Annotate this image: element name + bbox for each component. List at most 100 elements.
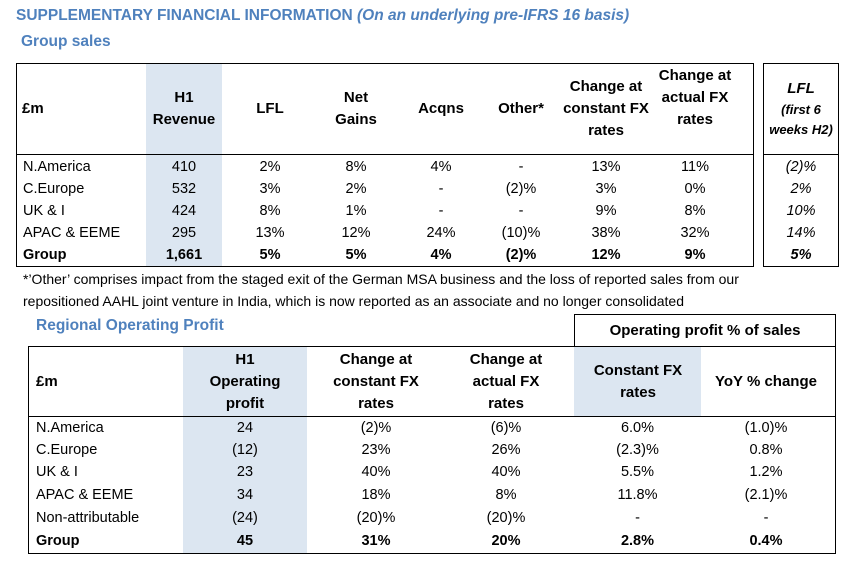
table-cell: 3%	[595, 181, 617, 197]
table-border	[28, 416, 836, 417]
table-cell: 6.0%	[620, 420, 655, 436]
table-cell: (20)%	[356, 510, 396, 526]
header-change-actual-fx: Change at actual FX rates	[469, 351, 543, 412]
table-cell: 24	[236, 420, 254, 436]
table-cell: (1.0)%	[744, 420, 788, 436]
table-cell: 0.4%	[749, 533, 783, 549]
table-cell: C.Europe	[36, 442, 98, 458]
table-cell: UK & I	[36, 464, 78, 480]
table-cell: 9%	[595, 203, 617, 219]
table-cell: 3%	[259, 181, 281, 197]
header-h1-operating-profit: H1 Operating profit	[209, 351, 281, 412]
table-cell: -	[438, 181, 444, 197]
header-lfl-side-sub: (first 6 weeks H2)	[769, 102, 833, 137]
header-change-actual-fx: Change at actual FX rates	[658, 67, 732, 128]
header-acqns: Acqns	[418, 100, 464, 117]
table-cell: (20)%	[486, 510, 526, 526]
table-cell: 23%	[361, 442, 391, 458]
table-cell: (2)%	[505, 247, 537, 263]
title-text: SUPPLEMENTARY FINANCIAL INFORMATION	[16, 7, 353, 24]
table-cell: 13%	[591, 159, 621, 175]
header-yoy-change: YoY % change	[715, 373, 817, 390]
table-cell: 8%	[684, 203, 706, 219]
table-cell: Group	[36, 533, 80, 549]
table-cell: -	[518, 159, 524, 175]
table-cell: 9%	[684, 247, 706, 263]
table-border	[763, 63, 764, 267]
table-cell: (6)%	[490, 420, 522, 436]
table-cell: 8%	[495, 487, 517, 503]
table-cell: (2.3)%	[616, 442, 659, 458]
operating-profit-group-header: Operating profit % of sales	[609, 322, 801, 339]
table-border	[835, 346, 836, 554]
table-border	[28, 346, 29, 554]
table-cell: 2%	[345, 181, 367, 197]
table-cell: 24%	[426, 225, 456, 241]
unit-header: £m	[22, 100, 44, 117]
table-cell: (12)	[232, 442, 258, 458]
table-cell: -	[518, 203, 524, 219]
table-cell: 1,661	[165, 247, 203, 263]
table-cell: N.America	[23, 159, 91, 175]
table-cell: 14%	[786, 225, 816, 241]
table-cell: 38%	[591, 225, 621, 241]
table-cell: (2)%	[360, 420, 392, 436]
table-cell: Group	[23, 247, 67, 263]
group-sales-heading: Group sales	[21, 33, 111, 50]
header-constant-fx-rates: Constant FX rates	[593, 362, 683, 401]
table-border	[16, 63, 754, 64]
table-cell: 5.5%	[620, 464, 655, 480]
page-title: SUPPLEMENTARY FINANCIAL INFORMATION (On …	[16, 7, 629, 25]
table-cell: (2)%	[505, 181, 537, 197]
table-border	[16, 154, 754, 155]
h1-operating-profit-column-bg	[183, 347, 307, 553]
table-border	[838, 63, 839, 267]
table-cell: 40%	[361, 464, 391, 480]
table-cell: 2%	[259, 159, 281, 175]
header-net-gains: Net Gains	[335, 89, 377, 128]
table-cell: 12%	[341, 225, 371, 241]
table-cell: 40%	[491, 464, 521, 480]
table-cell: APAC & EEME	[36, 487, 134, 503]
footnote-line-2: repositioned AAHL joint venture in India…	[23, 293, 685, 309]
table-border	[16, 63, 17, 267]
table-cell: (24)	[232, 510, 258, 526]
h1-revenue-column-bg	[146, 64, 222, 266]
table-cell: -	[635, 510, 640, 526]
table-cell: 1.2%	[749, 464, 783, 480]
table-cell: 11%	[681, 159, 709, 175]
table-cell: 532	[171, 181, 197, 197]
table-cell: 410	[171, 159, 197, 175]
header-h1-revenue: H1 Revenue	[152, 89, 216, 128]
footnote-line-1: *’Other’ comprises impact from the stage…	[23, 271, 739, 287]
table-cell: 0%	[684, 181, 706, 197]
table-border	[16, 266, 754, 267]
header-lfl: LFL	[256, 100, 284, 117]
table-cell: 5%	[259, 247, 281, 263]
table-cell: 18%	[361, 487, 391, 503]
table-cell: 26%	[491, 442, 521, 458]
table-border	[763, 266, 839, 267]
table-cell: N.America	[36, 420, 104, 436]
constant-fx-column-bg	[574, 347, 701, 416]
table-cell: 4%	[430, 247, 452, 263]
table-cell: 5%	[790, 247, 812, 263]
table-border	[28, 346, 836, 347]
table-cell: Non-attributable	[36, 510, 140, 526]
table-cell: 31%	[361, 533, 391, 549]
table-border	[574, 314, 575, 347]
table-cell: 424	[171, 203, 197, 219]
table-cell: 34	[236, 487, 254, 503]
table-cell: -	[438, 203, 444, 219]
table-cell: 4%	[430, 159, 452, 175]
title-note: (On an underlying pre-IFRS 16 basis)	[357, 7, 630, 24]
table-border	[574, 314, 836, 315]
unit-header: £m	[36, 373, 58, 390]
table-cell: 5%	[345, 247, 367, 263]
table-cell: 295	[171, 225, 197, 241]
table-cell: 20%	[491, 533, 521, 549]
table-border	[753, 63, 754, 267]
table-cell: 0.8%	[749, 442, 783, 458]
table-cell: (2)%	[785, 159, 817, 175]
table-border	[763, 154, 839, 155]
